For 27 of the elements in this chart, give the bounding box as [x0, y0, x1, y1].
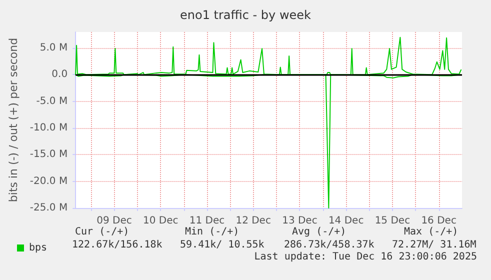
y-tick-label: 5.0 M: [40, 42, 68, 54]
y-tick-label: -15.0 M: [30, 149, 68, 160]
x-tick-label: 10 Dec: [142, 216, 178, 226]
x-tick-label: 09 Dec: [96, 216, 132, 226]
text: Max (-/+): [404, 226, 458, 238]
x-tick-label: 16 Dec: [421, 216, 456, 226]
x-tick-label: 14 Dec: [328, 216, 364, 226]
x-tick-label: 12 Dec: [236, 216, 271, 226]
text: Min (-/+): [185, 226, 240, 238]
y-tick-label: -10.0 M: [30, 122, 68, 134]
y-tick-label: -20.0 M: [30, 176, 68, 187]
x-tick-label: 15 Dec: [374, 216, 410, 226]
text: Last update: Tue Dec 16 23:00:06 2025: [254, 252, 477, 262]
y-tick-label: 0.0: [52, 69, 68, 80]
text: Cur (-/+): [75, 226, 130, 238]
y-axis-title: bits in (-) / out (+) per second: [7, 38, 20, 202]
y-tick-label: -5.0 M: [36, 96, 68, 107]
chart-title: eno1 traffic - by week: [180, 8, 312, 22]
text: 122.67k/156.18k: [72, 240, 162, 250]
legend-label: bps: [29, 242, 48, 254]
x-tick-label: 11 Dec: [189, 216, 225, 226]
text: 72.27M/ 31.16M: [392, 240, 476, 250]
text: Avg (-/+): [292, 226, 346, 238]
text: 286.73k/458.37k: [284, 240, 374, 250]
text: 59.41k/ 10.55k: [180, 240, 264, 250]
x-tick-label: 13 Dec: [282, 216, 318, 226]
y-tick-label: -25.0 M: [30, 202, 68, 214]
